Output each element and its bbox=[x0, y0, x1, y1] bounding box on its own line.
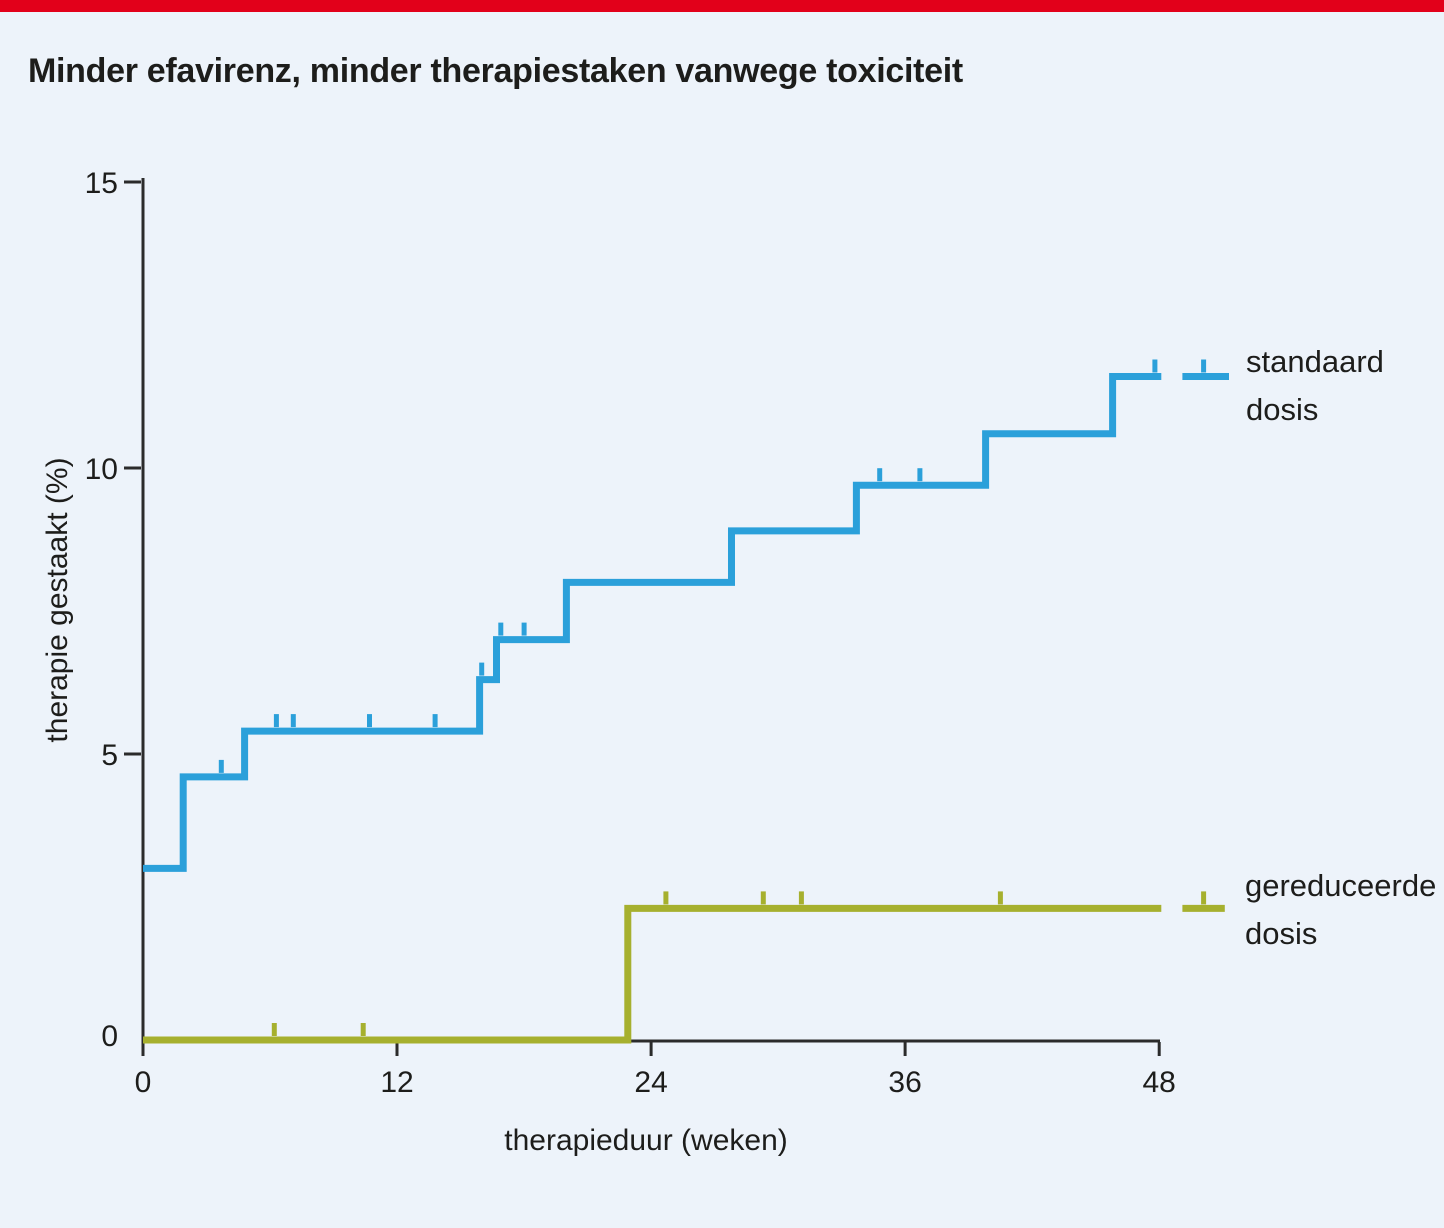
step-line bbox=[143, 373, 1162, 872]
legend-standaard-dosis: standaard dosis bbox=[1246, 338, 1384, 434]
x-tick-label: 0 bbox=[135, 1066, 152, 1099]
legend-gereduceerde-dosis: gereduceerde dosis bbox=[1245, 862, 1436, 958]
y-axis-title: therapie gestaakt (%) bbox=[41, 457, 74, 743]
y-tick-label: 15 bbox=[85, 167, 118, 200]
x-tick-label: 12 bbox=[380, 1066, 413, 1099]
series-gereduceerde-dosis bbox=[143, 891, 1225, 1044]
y-tick-label: 0 bbox=[101, 1020, 118, 1053]
legend-gereduceerde-line1: gereduceerde bbox=[1245, 868, 1437, 903]
legend-gereduceerde-line2: dosis bbox=[1245, 916, 1318, 951]
x-tick-label: 36 bbox=[888, 1066, 921, 1099]
legend-standaard-line2: dosis bbox=[1246, 392, 1319, 427]
y-tick-label: 5 bbox=[101, 739, 118, 772]
y-tick-label: 10 bbox=[85, 453, 118, 486]
x-tick-label: 24 bbox=[634, 1066, 667, 1099]
top-accent-bar bbox=[0, 0, 1444, 12]
series-standaard-dosis bbox=[143, 359, 1229, 872]
x-tick-label: 48 bbox=[1143, 1066, 1176, 1099]
x-axis-title: therapieduur (weken) bbox=[504, 1124, 788, 1157]
legend-standaard-line1: standaard bbox=[1246, 344, 1384, 379]
step-line bbox=[143, 904, 1162, 1044]
axes bbox=[124, 178, 1161, 1056]
page-title: Minder efavirenz, minder therapiestaken … bbox=[28, 52, 963, 90]
tick-labels: 0 5 10 15 0 12 24 36 48 bbox=[85, 167, 1176, 1099]
